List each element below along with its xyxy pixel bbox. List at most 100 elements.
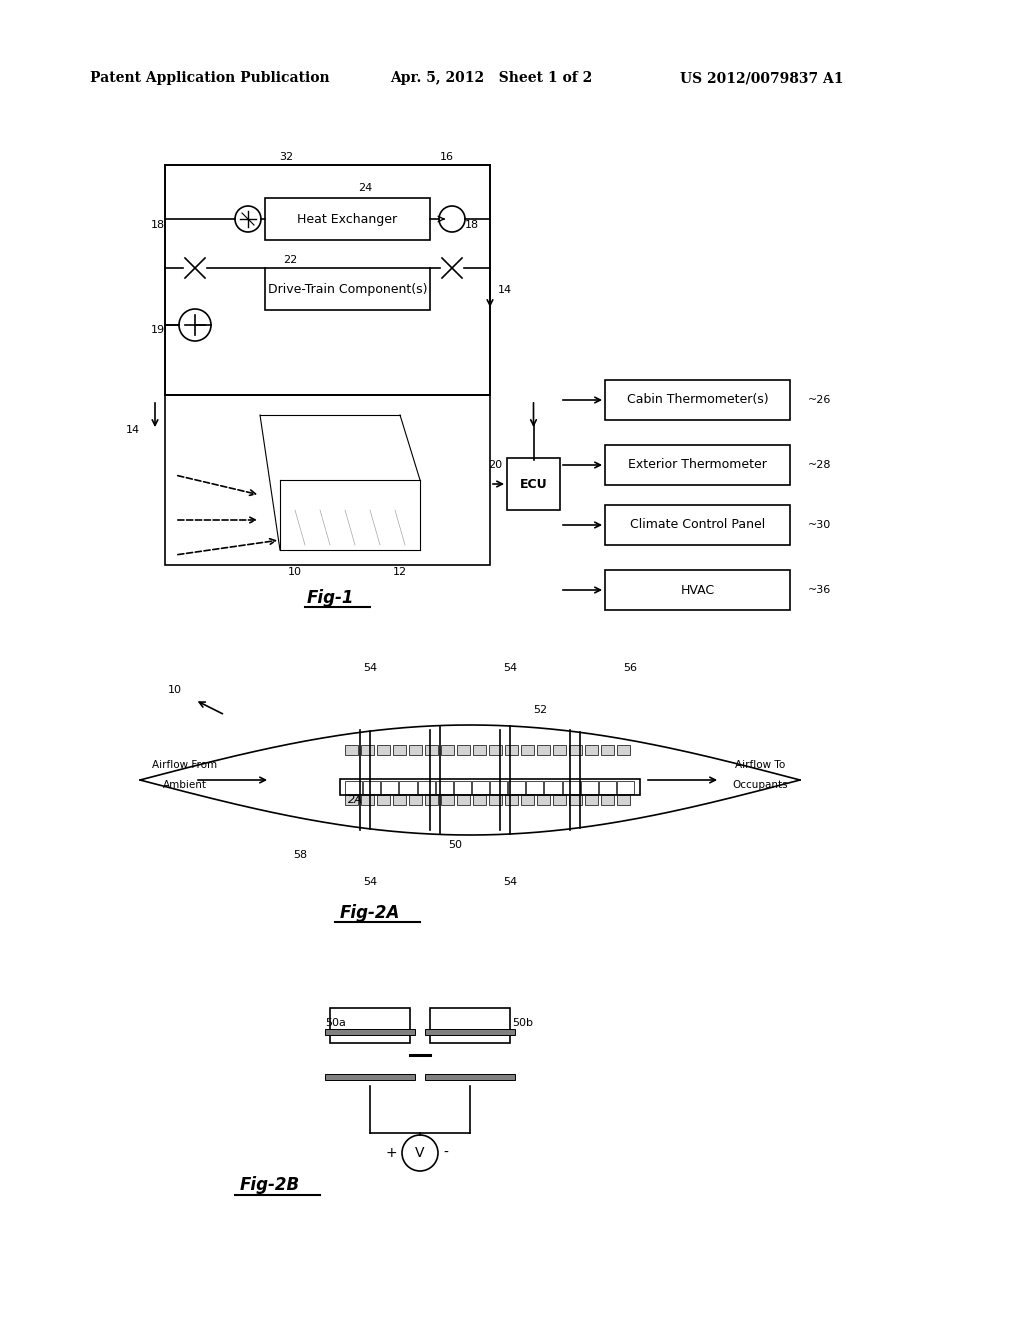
Bar [364,781,380,795]
Text: 18: 18 [465,220,479,230]
Text: Airflow To: Airflow To [735,760,785,770]
Bar [361,795,374,805]
Text: ~28: ~28 [808,459,831,470]
Bar [393,795,406,805]
Text: 32: 32 [279,152,293,162]
Bar [325,1030,415,1035]
Text: Cabin Thermometer(s): Cabin Thermometer(s) [627,393,768,407]
Text: 10: 10 [288,568,302,577]
Bar [409,744,422,755]
Text: Fig-1: Fig-1 [306,589,353,607]
Bar [569,795,582,805]
Text: Heat Exchanger: Heat Exchanger [297,213,397,226]
Bar [377,795,390,805]
Bar [361,744,374,755]
Text: 14: 14 [498,285,512,294]
Bar [585,795,598,805]
Text: ~36: ~36 [808,585,831,595]
Bar [435,781,453,795]
Bar [345,795,358,805]
Bar [430,1008,510,1043]
Text: 16: 16 [440,152,454,162]
Text: HVAC: HVAC [680,583,715,597]
Text: US 2012/0079837 A1: US 2012/0079837 A1 [680,71,844,84]
Text: Ambient: Ambient [163,780,207,789]
Text: 54: 54 [362,876,377,887]
Text: 19: 19 [151,325,165,335]
Bar [409,795,422,805]
Text: 24: 24 [357,183,372,193]
Text: 50: 50 [449,840,462,850]
Text: Exterior Thermometer: Exterior Thermometer [628,458,767,471]
Bar [617,795,630,805]
Bar [393,744,406,755]
Bar [489,795,502,805]
Bar [472,781,489,795]
Text: -: - [443,1146,447,1160]
Bar [537,795,550,805]
Text: ~30: ~30 [808,520,831,531]
Text: 54: 54 [503,663,517,673]
Bar [569,744,582,755]
Bar [425,1074,515,1080]
Bar [454,781,471,795]
Bar [425,795,438,805]
Text: Drive-Train Component(s): Drive-Train Component(s) [267,282,427,296]
Bar [330,1008,410,1043]
Text: 50b: 50b [512,1018,534,1028]
Text: 20: 20 [488,459,502,470]
Bar [418,781,434,795]
Text: 12: 12 [393,568,408,577]
Bar [508,781,525,795]
Text: Occupants: Occupants [732,780,787,789]
Bar [441,795,454,805]
Bar [617,744,630,755]
Text: 2A: 2A [347,795,362,805]
Bar [473,744,486,755]
Bar [505,795,518,805]
Bar [601,744,614,755]
Text: Fig-2B: Fig-2B [240,1176,300,1195]
Bar [553,744,566,755]
Bar [381,781,398,795]
Text: 14: 14 [126,425,140,436]
Text: 50a: 50a [325,1018,346,1028]
Bar [521,795,534,805]
Bar [537,744,550,755]
Bar [490,781,507,795]
Text: 54: 54 [503,876,517,887]
Bar [425,744,438,755]
Text: 10: 10 [168,685,182,696]
Bar [457,795,470,805]
Text: 52: 52 [532,705,547,715]
Bar [345,744,358,755]
Text: 22: 22 [283,255,297,265]
Text: Patent Application Publication: Patent Application Publication [90,71,330,84]
Bar [425,1030,515,1035]
Bar [441,744,454,755]
Text: ~26: ~26 [808,395,831,405]
Bar [340,779,640,795]
Bar [377,744,390,755]
Bar [521,744,534,755]
Bar [585,744,598,755]
Bar [562,781,580,795]
Text: ECU: ECU [520,478,547,491]
Bar [473,795,486,805]
Bar [526,781,544,795]
Text: Airflow From: Airflow From [153,760,217,770]
Bar [489,744,502,755]
Text: 18: 18 [151,220,165,230]
Bar [545,781,561,795]
Text: V: V [416,1146,425,1160]
Bar [325,1074,415,1080]
Text: 58: 58 [293,850,307,861]
Text: 56: 56 [623,663,637,673]
Text: Apr. 5, 2012   Sheet 1 of 2: Apr. 5, 2012 Sheet 1 of 2 [390,71,592,84]
Bar [505,744,518,755]
Bar [599,781,615,795]
Bar [553,795,566,805]
Text: Fig-2A: Fig-2A [340,904,400,921]
Text: +: + [385,1146,397,1160]
Bar [457,744,470,755]
